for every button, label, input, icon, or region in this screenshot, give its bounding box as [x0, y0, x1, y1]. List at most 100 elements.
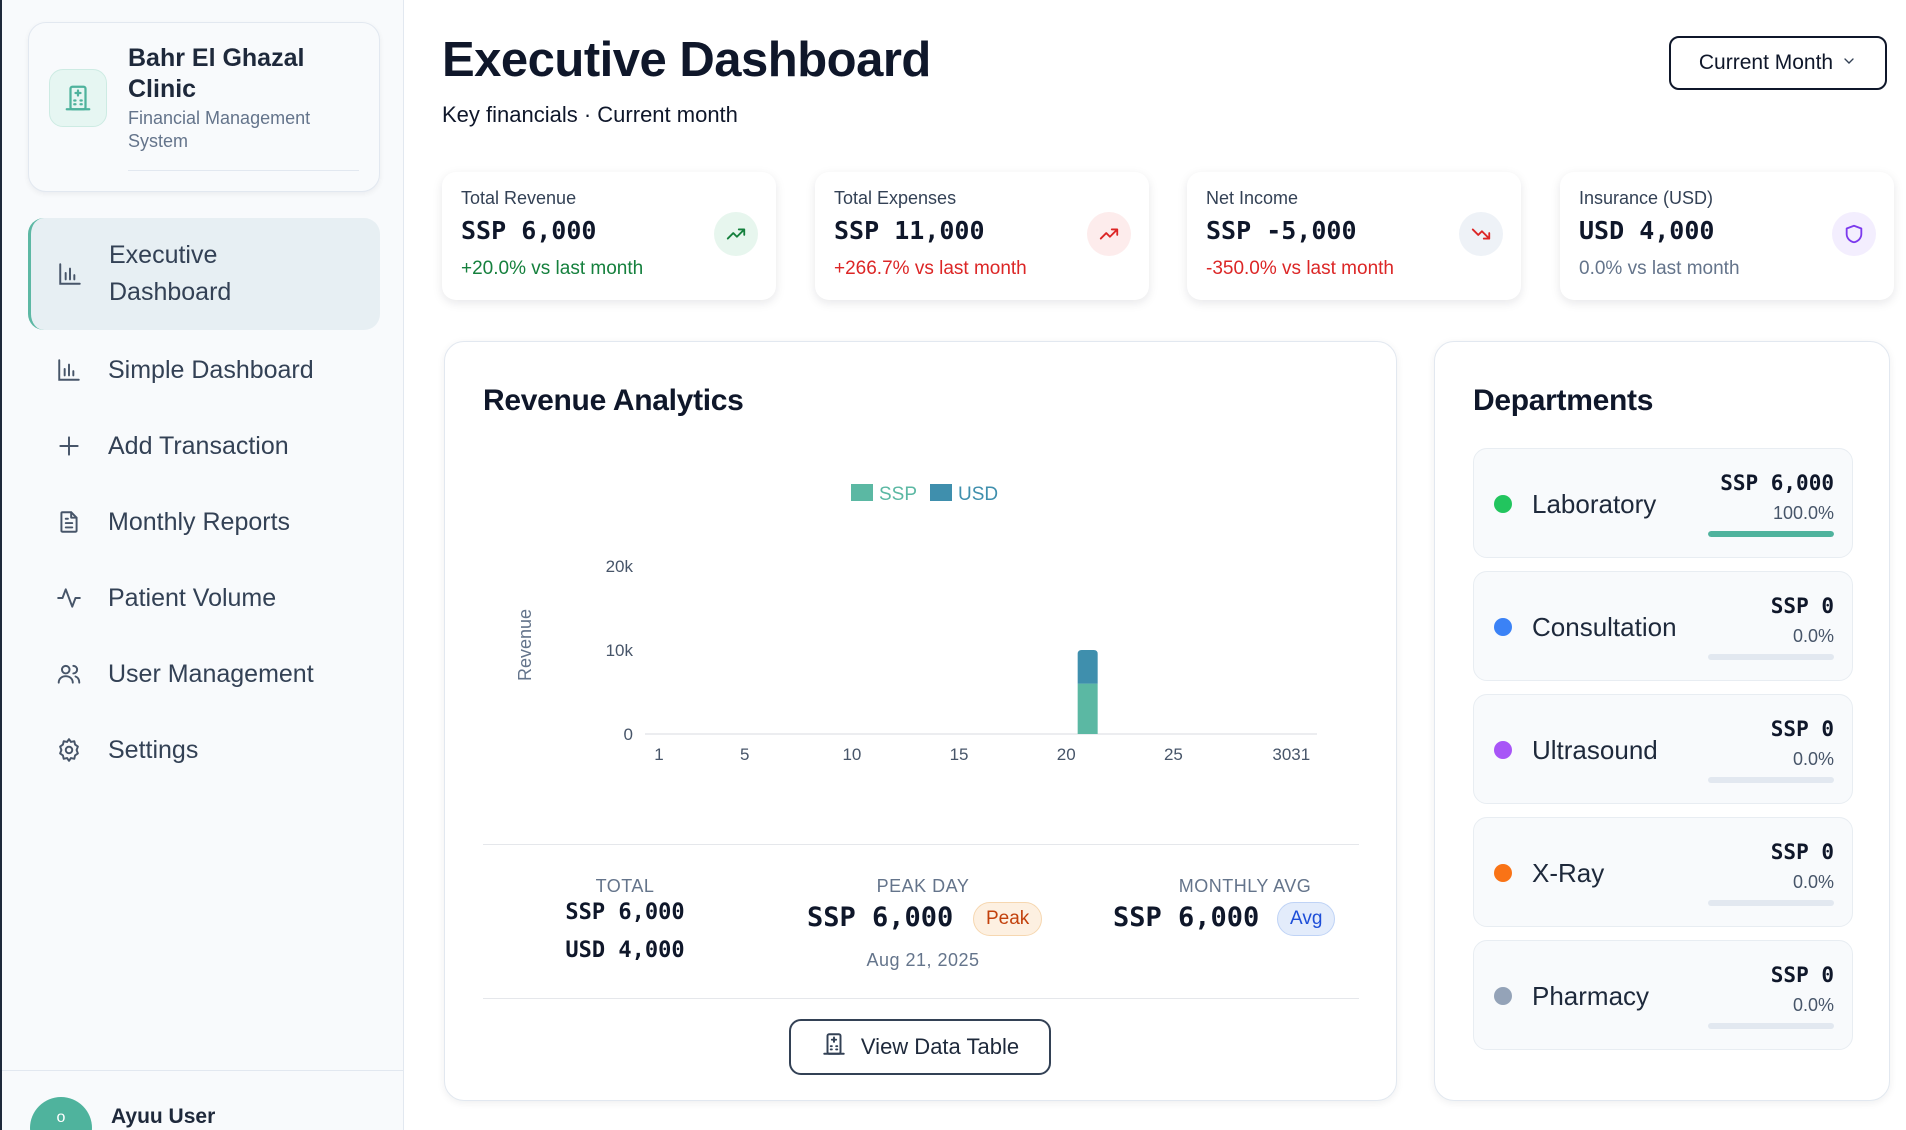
document-icon — [54, 507, 84, 537]
chevron-down-icon — [1841, 51, 1857, 75]
trending-up-icon — [714, 212, 758, 256]
department-percent: 0.0% — [1792, 749, 1834, 769]
bar-chart-icon — [54, 355, 84, 385]
department-color-dot — [1494, 741, 1512, 759]
kpi-change: +20.0% vs last month — [461, 258, 644, 279]
page-subtitle: Key financials · Current month — [442, 102, 738, 127]
monthly-avg-value: SSP 6,000 — [1113, 902, 1260, 933]
department-amount: SSP 0 — [1770, 963, 1834, 987]
kpi-net-income: Net Income SSP -5,000 -350.0% vs last mo… — [1187, 172, 1521, 300]
legend-swatch-ssp — [851, 484, 873, 501]
legend-swatch-usd — [930, 484, 952, 501]
bar-chart-icon — [55, 259, 85, 289]
department-percent: 0.0% — [1792, 995, 1834, 1015]
department-percent: 100.0% — [1772, 503, 1834, 523]
kpi-label: Total Revenue — [461, 188, 577, 208]
department-share-fill — [1708, 531, 1834, 537]
department-share-bar — [1708, 900, 1834, 906]
nav-user-management[interactable]: User Management — [28, 636, 380, 712]
revenue-analytics-card: Revenue Analytics SSP USD Revenue 0 10k 20… — [444, 341, 1397, 1101]
nav-label: Patient Volume — [108, 583, 277, 612]
department-laboratory[interactable]: Laboratory SSP 6,000 100.0% — [1473, 448, 1853, 558]
nav-label: User Management — [108, 659, 314, 688]
chart-bars — [1077, 650, 1098, 734]
hospital-icon — [49, 69, 107, 127]
nav-patient-volume[interactable]: Patient Volume — [28, 560, 380, 636]
trending-up-icon — [1087, 212, 1131, 256]
department-color-dot — [1494, 618, 1512, 636]
stats-divider-top — [483, 844, 1359, 845]
department-name: Ultrasound — [1532, 735, 1658, 765]
kpi-change: 0.0% vs last month — [1579, 258, 1740, 279]
department-pharmacy[interactable]: Pharmacy SSP 0 0.0% — [1473, 940, 1853, 1050]
avg-badge: Avg — [1277, 902, 1336, 936]
kpi-value: SSP -5,000 — [1206, 216, 1357, 245]
nav-simple-dashboard[interactable]: Simple Dashboard — [28, 332, 380, 408]
nav-settings[interactable]: Settings — [28, 712, 380, 788]
trending-down-icon — [1459, 212, 1503, 256]
y-tick-label: 0 — [624, 725, 633, 744]
period-select-value: Current Month — [1698, 51, 1834, 74]
bar-ssp-day-21 — [1077, 683, 1098, 734]
view-data-table-label: View Data Table — [860, 1034, 1020, 1059]
kpi-total-expenses: Total Expenses SSP 11,000 +266.7% vs las… — [815, 172, 1149, 300]
brand-card: Bahr El Ghazal Clinic Financial Manageme… — [28, 22, 380, 192]
kpi-value: USD 4,000 — [1579, 216, 1715, 245]
y-ticks: 0 10k 20k — [606, 557, 634, 744]
period-select[interactable]: Current Month — [1669, 36, 1887, 90]
total-label: TOTAL — [595, 876, 655, 896]
avatar[interactable]: o — [30, 1097, 92, 1130]
department-amount: SSP 0 — [1770, 840, 1834, 864]
legend-label-ssp: SSP — [879, 484, 917, 505]
kpi-value: SSP 6,000 — [461, 216, 597, 245]
department-percent: 0.0% — [1792, 626, 1834, 646]
user-footer[interactable]: o Ayuu User — [2, 1070, 404, 1130]
department-consultation[interactable]: Consultation SSP 0 0.0% — [1473, 571, 1853, 681]
total-ssp-value: SSP 6,000 — [565, 900, 685, 925]
nav-monthly-reports[interactable]: Monthly Reports — [28, 484, 380, 560]
nav-label: Monthly Reports — [108, 507, 291, 536]
nav-executive-dashboard[interactable]: Executive Dashboard — [28, 218, 380, 330]
shield-icon — [1832, 212, 1876, 256]
table-icon — [821, 1031, 847, 1063]
peak-day-label: PEAK DAY — [876, 876, 970, 896]
monthly-avg-label: MONTHLY AVG — [1178, 876, 1312, 896]
x-tick-label: 25 — [1164, 745, 1183, 764]
department-amount: SSP 0 — [1770, 717, 1834, 741]
user-name: Ayuu User — [111, 1105, 216, 1128]
peak-badge: Peak — [973, 902, 1043, 936]
kpi-label: Net Income — [1206, 188, 1299, 208]
y-tick-label: 10k — [606, 641, 634, 660]
nav-label: Add Transaction — [108, 431, 289, 460]
sidebar-nav: Executive Dashboard Simple Dashboard Add… — [28, 218, 380, 788]
x-tick-label: 1 — [654, 745, 663, 764]
bar-usd-day-21 — [1077, 650, 1098, 684]
kpi-change: -350.0% vs last month — [1206, 258, 1394, 279]
peak-day-value: SSP 6,000 — [807, 902, 954, 933]
x-tick-label: 20 — [1057, 745, 1076, 764]
kpi-value: SSP 11,000 — [834, 216, 985, 245]
department-x-ray[interactable]: X-Ray SSP 0 0.0% — [1473, 817, 1853, 927]
department-share-bar — [1708, 1023, 1834, 1029]
department-name: X-Ray — [1532, 858, 1605, 888]
department-share-bar — [1708, 654, 1834, 660]
legend-label-usd: USD — [958, 484, 998, 505]
department-ultrasound[interactable]: Ultrasound SSP 0 0.0% — [1473, 694, 1853, 804]
gear-icon — [54, 735, 84, 765]
x-tick-label: 15 — [950, 745, 969, 764]
department-color-dot — [1494, 495, 1512, 513]
department-percent: 0.0% — [1792, 872, 1834, 892]
y-axis-label: Revenue — [515, 609, 535, 681]
x-tick-label: 5 — [740, 745, 749, 764]
x-ticks: 1 5 10 15 20 25 3031 — [654, 745, 1310, 764]
kpi-label: Total Expenses — [834, 188, 957, 208]
total-usd-value: USD 4,000 — [565, 938, 685, 963]
department-amount: SSP 0 — [1770, 594, 1834, 618]
system-subtitle: Financial Management System — [128, 108, 311, 151]
view-data-table-button[interactable]: View Data Table — [789, 1019, 1051, 1075]
kpi-label: Insurance (USD) — [1579, 188, 1714, 208]
peak-day-date: Aug 21, 2025 — [866, 950, 980, 970]
department-name: Consultation — [1532, 612, 1677, 642]
clinic-name: Bahr El Ghazal Clinic — [128, 44, 305, 103]
nav-add-transaction[interactable]: Add Transaction — [28, 408, 380, 484]
